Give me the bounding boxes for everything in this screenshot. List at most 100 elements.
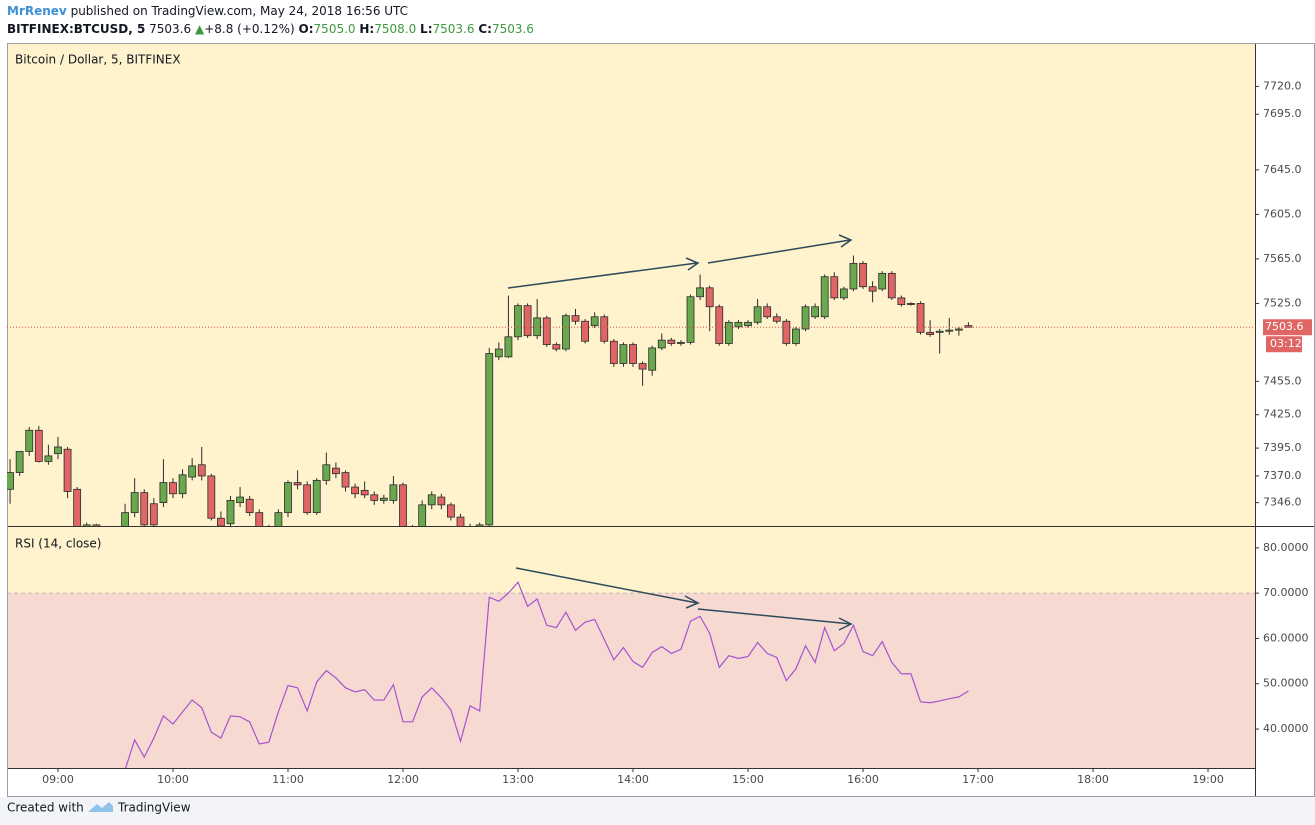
candle-body (744, 321, 752, 327)
x-tick-label: 10:00 (157, 773, 189, 786)
candle-body (782, 320, 791, 344)
published: published on TradingView.com, May 24, 20… (71, 4, 408, 18)
y-tick-label: 7370.0 (1263, 469, 1302, 482)
candle-body (389, 484, 398, 501)
candle-body (245, 498, 254, 514)
candle-body (753, 306, 762, 323)
candle-body (504, 336, 513, 358)
candle-body (379, 497, 388, 501)
candle-body (763, 306, 772, 318)
ohlc-value: 7508.0 (374, 22, 416, 36)
rsi-pane-title: RSI (14, close) (15, 537, 101, 551)
candle-body (236, 496, 244, 504)
candle-body (159, 482, 168, 504)
brand-logo[interactable] (88, 802, 113, 812)
ohlc-value: 7505.0 (314, 22, 356, 36)
x-tick-label: 16:00 (847, 773, 879, 786)
candle-body (73, 488, 82, 526)
candle-body (619, 344, 628, 364)
y-tick-label: 7720.0 (1263, 79, 1302, 92)
arrow-head (838, 234, 853, 248)
candle-body (293, 482, 302, 486)
last: 7503.6 (149, 22, 191, 36)
candle-body (54, 446, 62, 455)
candle-body (811, 306, 820, 318)
ohlc-label: C: (478, 22, 492, 36)
candle-body (63, 448, 72, 492)
candle-body (792, 328, 800, 344)
candle-body (648, 347, 657, 371)
candle-body (475, 524, 484, 526)
candle-body (274, 512, 283, 526)
ohlc-label: L: (420, 22, 432, 36)
candle-body (590, 316, 599, 327)
candle-body (427, 494, 436, 506)
candle-body (418, 504, 427, 526)
x-tick-label: 13:00 (502, 773, 534, 786)
candle-body (456, 516, 465, 526)
y-tick-label: 7525.0 (1263, 296, 1302, 309)
y-tick-label: 70.0000 (1263, 586, 1309, 599)
candle-body (149, 503, 158, 526)
author[interactable]: MrRenev (7, 4, 67, 18)
ohlc-value: 7503.6 (433, 22, 475, 36)
rsi-band (7, 593, 1255, 768)
candle-body (705, 287, 714, 308)
candle-body (351, 486, 359, 495)
last-price-box (1263, 319, 1312, 336)
symbol-line: BITFINEX:BTCUSD, 5 7503.6 ▲+8.8 (+0.12%)… (7, 22, 534, 36)
candle-body (217, 517, 225, 526)
candle-body (188, 465, 197, 478)
candle-body (657, 339, 666, 349)
x-tick-label: 17:00 (962, 773, 994, 786)
up-triangle: ▲ (195, 22, 205, 36)
ohlc-value: 7503.6 (492, 22, 534, 36)
candle-body (447, 504, 455, 518)
footer-brand[interactable]: TradingView (117, 801, 191, 815)
candle-body (485, 353, 494, 526)
y-tick-label: 50.0000 (1263, 677, 1309, 690)
rsi-band-layer (7, 592, 1255, 768)
candle-body (571, 315, 580, 322)
candle-body (25, 429, 34, 452)
y-tick-label: 7695.0 (1263, 107, 1302, 120)
candle-body (92, 524, 101, 526)
candle-body (121, 512, 129, 526)
candle-body (284, 482, 292, 514)
candle-body (15, 451, 24, 473)
x-tick-label: 19:00 (1192, 773, 1224, 786)
change: +8.8 (+0.12%) (204, 22, 295, 36)
candle-body (562, 315, 570, 350)
arrow (507, 262, 698, 289)
brand-icon (88, 802, 113, 812)
candle-body (523, 305, 532, 337)
trend-arrows (507, 234, 853, 631)
candle-body (533, 317, 542, 337)
candle-body (303, 484, 312, 514)
footer-background (0, 797, 1315, 825)
candle-body (734, 321, 743, 328)
y-tick-label: 7346.0 (1263, 496, 1302, 509)
candle-body (207, 475, 216, 519)
candle-body (178, 474, 187, 495)
x-tick-label: 18:00 (1077, 773, 1109, 786)
candle-body (849, 262, 858, 290)
y-tick-label: 7565.0 (1263, 252, 1302, 265)
arrow (707, 239, 851, 264)
candle-body (878, 272, 887, 290)
axes: 09:00 10:00 11:00 12:00 13:00 14:00 15:00 16:00… (42, 79, 1312, 786)
candle-body (772, 316, 781, 322)
y-tick-label: 7645.0 (1263, 163, 1302, 176)
ohlc-label: H: (359, 22, 374, 36)
candle-body (830, 276, 839, 299)
candle-body (332, 467, 340, 475)
rsi (125, 581, 969, 768)
candle-body (897, 297, 906, 305)
x-tick-label: 11:00 (272, 773, 304, 786)
x-tick-label: 15:00 (732, 773, 764, 786)
candle-body (322, 464, 331, 481)
y-tick-label: 7425.0 (1263, 408, 1302, 421)
arrow (697, 608, 852, 625)
candle-body (370, 494, 379, 501)
